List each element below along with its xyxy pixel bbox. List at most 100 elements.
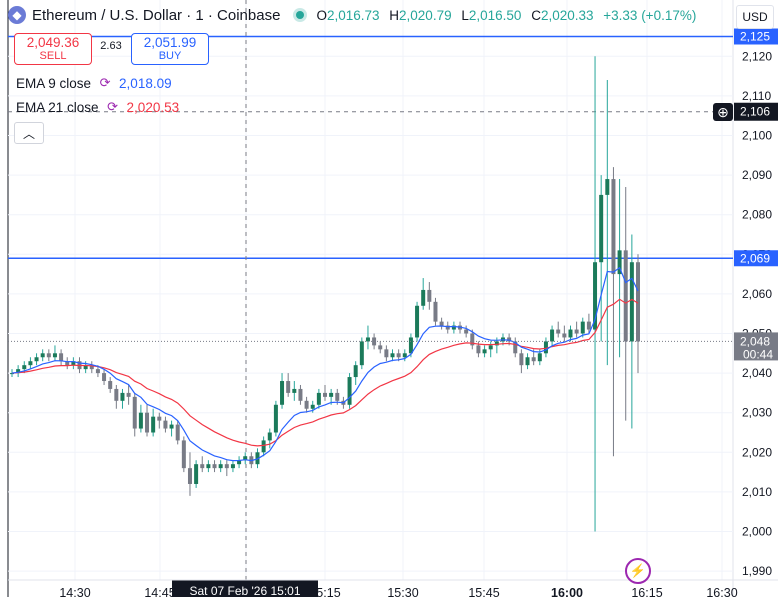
symbol-title[interactable]: Ethereum / U.S. Dollar · 1 · Coinbase: [32, 6, 281, 24]
candle-body: [181, 440, 186, 469]
candle-body: [433, 301, 438, 322]
candle-body: [83, 365, 88, 370]
candle-body: [451, 325, 456, 330]
price-tick-label: 2,090: [742, 168, 772, 182]
last-price-label: 2,048: [740, 334, 770, 348]
candle-body: [445, 325, 450, 330]
time-tick-label: 16:30: [706, 586, 737, 597]
price-tick-label: 2,030: [742, 406, 772, 420]
sell-button[interactable]: 2,049.36 SELL: [14, 33, 92, 65]
price-tick-label: 2,000: [742, 525, 772, 539]
candle-body: [568, 329, 573, 338]
candle-body: [329, 392, 334, 397]
candle-body: [34, 357, 39, 362]
time-tick-label: 14:30: [59, 586, 90, 597]
chart-legend: ◆ Ethereum / U.S. Dollar · 1 · Coinbase …: [8, 6, 702, 24]
candle-body: [10, 373, 14, 375]
candle-body: [95, 369, 100, 374]
chevron-up-icon: ︿: [22, 126, 35, 141]
candle-body: [390, 353, 395, 358]
candle-body: [378, 345, 383, 350]
price-line-label: 2,125: [740, 30, 770, 44]
candle-body: [415, 305, 420, 338]
candle-body: [16, 369, 21, 374]
candle-body: [212, 464, 217, 469]
candle-body: [513, 341, 518, 354]
candle-body: [550, 329, 555, 342]
candle-body: [65, 361, 70, 366]
add-alert-plus-button[interactable]: ⊕: [713, 103, 733, 121]
indicator-ema21[interactable]: EMA 21 close ⟳ 2,020.53: [16, 99, 180, 115]
candle-body: [71, 361, 76, 366]
ethereum-icon: ◆: [8, 6, 26, 24]
candle-body: [427, 289, 432, 302]
candle-body: [200, 464, 205, 469]
candle-body: [586, 321, 591, 330]
loading-icon: ⟳: [107, 99, 118, 114]
ema9-line: [11, 266, 639, 462]
candle-body: [323, 392, 327, 397]
time-tick-label: 16:15: [631, 586, 662, 597]
candle-body: [298, 388, 303, 401]
candle-body: [175, 424, 180, 441]
candle-body: [636, 262, 640, 342]
candle-body: [52, 353, 57, 358]
candle-body: [224, 464, 229, 469]
indicator-ema9[interactable]: EMA 9 close ⟳ 2,018.09: [16, 75, 172, 91]
candle-body: [237, 460, 242, 465]
price-line-label: 2,069: [740, 251, 770, 265]
candle-body: [543, 341, 548, 354]
candle-body: [476, 345, 481, 354]
candle-body: [126, 392, 131, 397]
candle-body: [537, 353, 542, 362]
crosshair-price-tag: [734, 102, 778, 121]
crosshair-price-label: 2,106: [740, 105, 770, 119]
price-tick-label: 2,060: [742, 287, 772, 301]
price-line-tag: [734, 28, 778, 45]
candle-body: [40, 353, 45, 358]
candle-body: [151, 416, 156, 433]
candle-body: [273, 404, 278, 433]
candle-body: [46, 353, 51, 358]
candle-body: [464, 329, 469, 334]
candle-body: [439, 321, 444, 326]
price-tick-label: 2,120: [742, 49, 772, 63]
price-tick-label: 2,020: [742, 445, 772, 459]
candle-body: [359, 341, 364, 366]
candle-body: [347, 377, 352, 405]
currency-button[interactable]: USD: [736, 5, 774, 29]
candle-body: [304, 400, 309, 409]
candle-body: [28, 361, 33, 366]
candle-body: [89, 365, 94, 370]
candle-body: [507, 337, 512, 342]
price-line-tag: [734, 250, 778, 267]
quick-action-button[interactable]: ⚡: [625, 558, 651, 584]
candle-body: [605, 179, 610, 195]
candle-body: [519, 353, 524, 366]
candle-body: [138, 412, 143, 429]
candle-body: [408, 337, 413, 354]
price-tick-label: 2,040: [742, 366, 772, 380]
candle-body: [335, 392, 340, 401]
candle-body: [169, 424, 174, 429]
candle-body: [120, 392, 125, 401]
candle-body: [494, 341, 499, 346]
time-tick-label: 15:30: [387, 586, 418, 597]
candle-body: [611, 179, 616, 275]
candle-body: [22, 365, 27, 370]
last-price-tag: [734, 332, 778, 361]
candle-body: [365, 337, 370, 342]
candle-body: [421, 289, 426, 306]
collapse-legend-button[interactable]: ︿: [14, 122, 44, 144]
candle-body: [353, 365, 358, 378]
buy-button[interactable]: 2,051.99 BUY: [131, 33, 209, 65]
candle-body: [108, 381, 113, 389]
candle-body: [59, 353, 64, 362]
candle-body: [157, 416, 162, 421]
bar-countdown-label: 00:44: [743, 347, 773, 361]
candle-body: [470, 333, 475, 346]
candle-body: [525, 357, 530, 366]
candle-body: [218, 464, 223, 469]
candle-body: [163, 420, 168, 429]
